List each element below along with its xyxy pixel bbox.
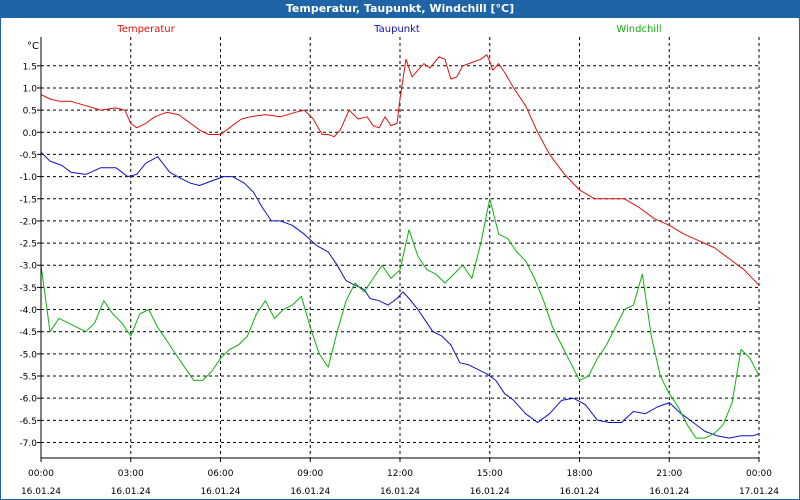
x-tick-time-label: 00:00: [28, 469, 54, 479]
y-tick-label: -5.0: [19, 350, 37, 360]
x-tick-time-label: 18:00: [567, 469, 593, 479]
series-line-taupunkt: [40, 151, 760, 439]
x-tick-date-label: 16.01.24: [111, 487, 151, 497]
x-tick-time-label: 00:00: [746, 469, 772, 479]
x-tick-date-label: 16.01.24: [200, 487, 240, 497]
chart-window-title: Temperatur, Taupunkt, Windchill [°C]: [0, 0, 800, 17]
x-tick-date-label: 16.01.24: [559, 487, 599, 497]
y-tick-label: -1.5: [19, 195, 37, 205]
x-tick-date-label: 16.01.24: [290, 487, 330, 497]
x-tick-time-label: 21:00: [656, 469, 682, 479]
y-tick-label: 0.5: [23, 107, 37, 117]
y-tick-label: -3.5: [19, 284, 37, 294]
series-layer: [40, 54, 760, 439]
x-tick-time-label: 12:00: [387, 469, 413, 479]
y-tick-label: -4.0: [19, 306, 37, 316]
y-tick-label: -4.5: [19, 328, 37, 338]
x-tick-date-label: 16.01.24: [649, 487, 689, 497]
y-tick-label: 1.5: [23, 62, 37, 72]
x-tick-date-label: 16.01.24: [380, 487, 420, 497]
y-tick-labels: 1.5 1.0 0.5 0.0 -0.5 -1.0 -1.5 -2.0 -2.5 -3.0 -3.5…: [19, 62, 41, 449]
x-tick-date-label: 16.01.24: [21, 487, 61, 497]
x-tick-time-label: 09:00: [297, 469, 323, 479]
y-tick-label: -7.0: [19, 439, 37, 449]
weather-line-chart: °C Temperatur Taupunkt Windchill 1.5 1.0 0.5…: [19, 24, 779, 497]
legend: Temperatur Taupunkt Windchill: [116, 24, 661, 35]
x-tick-time-label: 06:00: [208, 469, 234, 479]
x-tick-time-label: 15:00: [477, 469, 503, 479]
y-tick-label: -2.0: [19, 217, 37, 227]
y-unit-label: °C: [27, 41, 39, 52]
x-tick-labels: 00:00 16.01.24 03:00 16.01.24 06:00 16.01.24 0…: [21, 458, 779, 497]
series-line-windchill: [40, 198, 760, 439]
y-tick-label: -6.0: [19, 395, 37, 405]
y-tick-label: -3.0: [19, 262, 37, 272]
grid-layer: [41, 37, 760, 458]
legend-entry-windchill: Windchill: [616, 24, 661, 35]
y-tick-label: 1.0: [23, 84, 38, 94]
y-tick-label: -0.5: [19, 151, 37, 161]
y-tick-label: -6.5: [19, 417, 37, 427]
x-tick-date-label: 16.01.24: [470, 487, 510, 497]
legend-entry-taupunkt: Taupunkt: [373, 24, 420, 35]
series-line-temperatur: [40, 54, 760, 286]
x-tick-date-label: 17.01.24: [739, 487, 779, 497]
y-tick-label: -5.5: [19, 373, 37, 383]
y-tick-label: -2.5: [19, 240, 37, 250]
chart-frame: °C Temperatur Taupunkt Windchill 1.5 1.0 0.5…: [0, 17, 800, 500]
y-tick-label: -1.0: [19, 173, 37, 183]
x-tick-time-label: 03:00: [118, 469, 144, 479]
y-tick-label: 0.0: [23, 129, 38, 139]
legend-entry-temperatur: Temperatur: [116, 24, 175, 35]
